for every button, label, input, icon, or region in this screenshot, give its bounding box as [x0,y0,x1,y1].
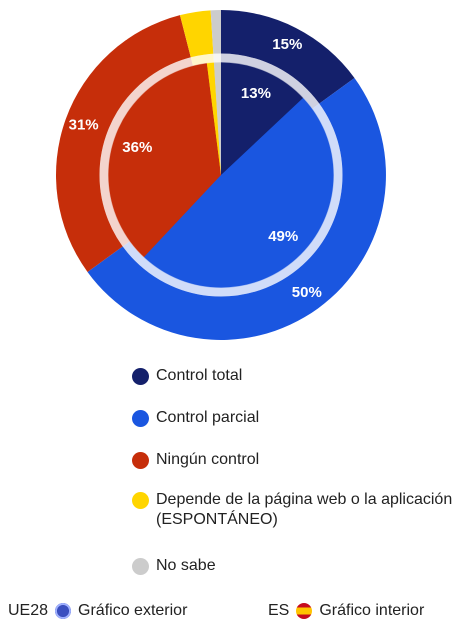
legend-item: No sabe [130,556,216,576]
value-label: 31% [69,117,99,134]
series-caption: Gráfico interior [319,602,425,619]
value-label: 13% [241,85,271,102]
value-label: 36% [122,139,152,156]
es-icon [296,603,313,619]
series-name: UE28 [8,602,49,619]
legend-marker [132,558,149,575]
legend-marker [132,368,149,385]
slice [221,62,304,175]
value-label: 49% [268,228,298,245]
ring-separator [99,53,343,297]
legend-item: Control total [130,366,242,386]
slice [206,62,221,176]
legend-label: Control total [156,367,243,384]
value-label: 15% [272,36,302,53]
legend-marker [132,452,149,469]
outer-caption: UE28 Gráfico exterior [8,602,187,620]
inner-caption: ES Gráfico interior [268,602,424,620]
legend-marker [132,410,149,427]
series-name: ES [268,602,290,619]
slice [143,97,334,288]
slice [108,62,221,258]
legend-item: Depende de la página web o la aplicación… [130,490,470,530]
legend-label: No sabe [156,557,216,574]
slice [213,62,221,175]
value-label: 50% [292,284,322,301]
legend-marker [132,492,149,509]
eu-icon [55,603,72,619]
legend-label: Ningún control [156,451,260,468]
legend-label: Depende de la página web o la aplicación… [156,491,453,528]
chart: 15% 50% 31% 13% 49% 36% [56,10,386,340]
legend-label: Control parcial [156,409,260,426]
legend-item: Control parcial [130,408,259,428]
legend-item: Ningún control [130,450,259,470]
series-caption: Gráfico exterior [78,602,188,619]
